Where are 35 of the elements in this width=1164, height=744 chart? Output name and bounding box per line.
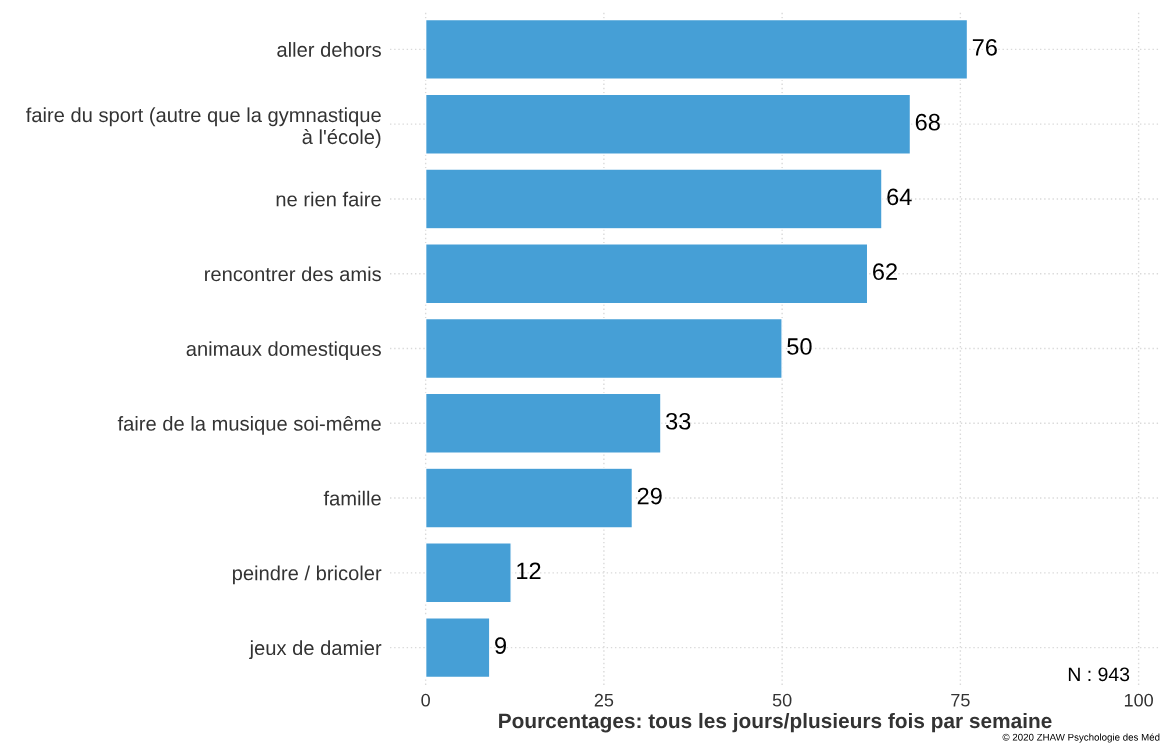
bar	[424, 617, 491, 679]
data-label: 29	[637, 487, 662, 505]
y-tick-label: jeux de damier	[249, 640, 382, 660]
x-tick-label: 0	[421, 693, 430, 707]
bar	[424, 317, 783, 380]
bar	[424, 18, 969, 80]
x-tick-label: 25	[594, 693, 614, 707]
data-label: 33	[665, 412, 691, 430]
y-tick-label: aller dehors	[277, 42, 381, 57]
bar	[424, 542, 512, 604]
bar	[424, 467, 634, 529]
bar	[424, 168, 883, 230]
y-tick-label: animaux domestiques	[186, 341, 381, 360]
data-label: 9	[495, 637, 506, 654]
bar	[424, 243, 869, 305]
data-label: 68	[915, 113, 940, 131]
x-tick-label: 100	[1124, 693, 1153, 707]
y-tick-label: famille	[323, 490, 381, 506]
data-label: 62	[873, 263, 897, 281]
x-tick-label: 75	[951, 694, 970, 707]
text: © 2020 ZHAW Psychologie des Méd	[1002, 733, 1160, 743]
data-label: 12	[517, 562, 541, 579]
x-axis-title: Pourcentages: tous les jours/plusieurs fois par semaine	[499, 712, 1052, 733]
data-label: 64	[887, 188, 912, 206]
y-tick-label: faire du sport (autre que la gymnastique à l'école)	[25, 107, 381, 149]
y-tick-label: rencontrer des amis	[205, 266, 381, 282]
data-label: 50	[787, 338, 812, 355]
y-tick-label: ne rien faire	[276, 191, 381, 207]
x-tick-label: 50	[772, 693, 792, 707]
bar	[424, 392, 662, 454]
data-label: 76	[972, 39, 997, 56]
y-tick-label: faire de la musique soi-même	[117, 415, 381, 435]
bar	[424, 93, 912, 155]
y-tick-label: peindre / bricoler	[232, 565, 382, 585]
annotation: N : 943	[1068, 667, 1130, 682]
